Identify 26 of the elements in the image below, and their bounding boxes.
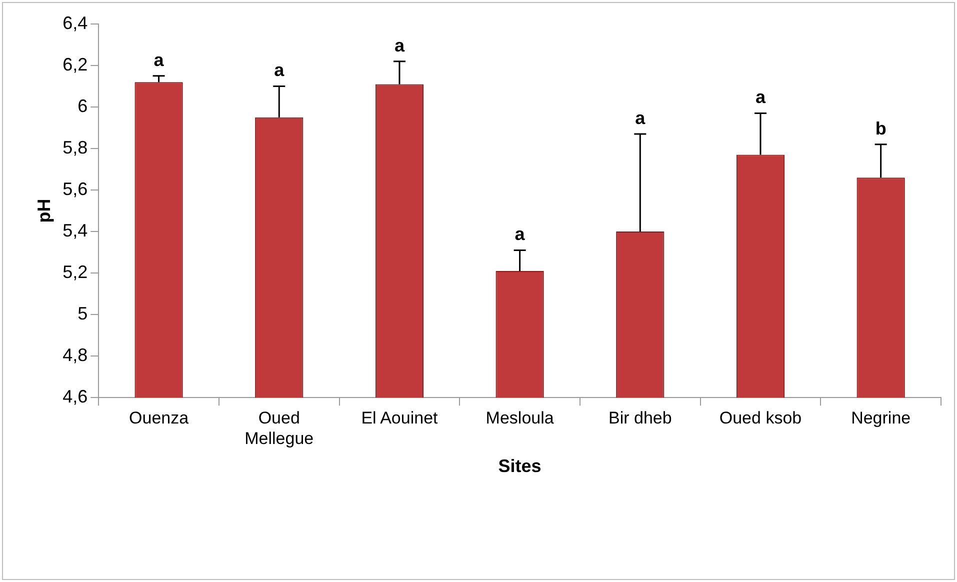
y-tick-label: 5,6 (62, 179, 88, 200)
annotation: a (514, 224, 526, 244)
annotation: a (755, 87, 766, 108)
annotation: a (154, 50, 165, 70)
y-tick-label: 4,6 (62, 386, 88, 407)
y-tick-label: 5,4 (62, 220, 88, 241)
x-tick-label: Oued ksob (719, 408, 802, 428)
x-axis-title: Sites (498, 456, 542, 476)
y-axis-title: pH (34, 198, 54, 223)
x-tick-label: Mesloula (486, 408, 554, 428)
x-tick-label: Bir dheb (608, 408, 672, 428)
y-tick-label: 5,2 (62, 262, 88, 282)
y-tick-label: 5,8 (62, 138, 88, 158)
x-tick-label: Oued Mellegue (244, 408, 314, 448)
y-tick-label: 6,4 (62, 12, 88, 33)
y-tick-label: 5 (78, 304, 88, 324)
annotation: a (635, 108, 646, 128)
x-tick-label: El Aouinet (361, 408, 438, 428)
y-tick-label: 4,8 (62, 345, 88, 366)
annotation: a (274, 60, 286, 80)
y-tick-label: 6,2 (62, 54, 88, 74)
x-tick-label: Negrine (851, 408, 911, 428)
x-tick-label: Ouenza (129, 408, 190, 428)
y-tick-label: 6 (78, 96, 88, 116)
annotation: b (875, 118, 886, 138)
annotation: a (394, 35, 406, 56)
